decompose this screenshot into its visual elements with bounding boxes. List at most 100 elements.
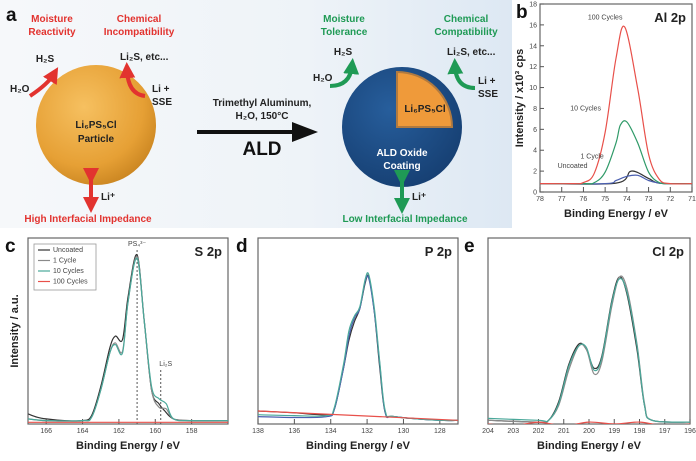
series-line-100-cycles <box>540 25 692 185</box>
coating-line1: ALD Oxide <box>376 148 428 159</box>
panel-label-a: a <box>6 5 17 26</box>
x-tick-label: 136 <box>289 428 301 435</box>
x-tick-label: 199 <box>608 428 620 435</box>
coating-line2: Coating <box>383 161 420 172</box>
x-axis-label: Binding Energy / eV <box>564 208 669 220</box>
x-tick-label: 130 <box>398 428 410 435</box>
x-tick-label: 196 <box>684 428 696 435</box>
plot-frame <box>257 237 459 425</box>
low-impedance-label: Low Interfacial Impedance <box>342 214 467 225</box>
chemical-compatibility-line2: Compatibility <box>434 27 498 38</box>
particle-core-cutaway <box>396 70 454 128</box>
li2s-label-coated: Li₂S, etc... <box>447 47 496 58</box>
li-ion-coated-label: Li⁺ <box>412 192 426 203</box>
x-tick-label: 197 <box>659 428 671 435</box>
li-sse-coated-line1: Li + <box>478 76 496 87</box>
particle-label: Particle <box>78 134 115 145</box>
legend-entry: 100 Cycles <box>53 279 88 286</box>
x-tick-label: 203 <box>507 428 519 435</box>
high-impedance-label: High Interfacial Impedance <box>24 214 152 225</box>
y-tick-label: 0 <box>533 190 537 197</box>
y-tick-label: 18 <box>529 2 537 9</box>
y-tick-label: 14 <box>529 43 537 50</box>
x-tick-label: 158 <box>186 428 198 435</box>
moisture-reactivity-line2: Reactivity <box>28 27 76 38</box>
chart-title: P 2p <box>425 244 452 259</box>
panel-label-d: d <box>236 236 248 257</box>
annotation-label: PS₄³⁻ <box>128 241 147 248</box>
y-tick-label: 8 <box>533 106 537 113</box>
li-ion-label: Li⁺ <box>101 192 115 203</box>
chart-d: d P 2p 138 136 134 132 130 128 Binding Energy / … <box>236 236 459 452</box>
panel-a-schematic: a Moisture Reactivity Chemical Incompati… <box>0 0 512 228</box>
y-tick-label: 6 <box>533 127 537 134</box>
sse-reaction-arrow-icon <box>119 62 146 98</box>
series-line-10-cycles <box>540 120 692 185</box>
x-tick-label: 198 <box>634 428 646 435</box>
li-sse-line2: SSE <box>152 97 172 108</box>
x-tick-label: 162 <box>113 428 125 435</box>
chart-c: c S 2p 166 164 162 160 158 Binding Energy / eV I… <box>5 236 229 452</box>
moisture-tolerance-line2: Tolerance <box>321 27 368 38</box>
chart-title: Al 2p <box>654 10 686 25</box>
chart-title: S 2p <box>195 244 223 259</box>
panel-label-c: c <box>5 236 16 257</box>
x-tick-label: 201 <box>558 428 570 435</box>
h2s-label: H₂S <box>36 54 55 65</box>
chemical-incompatibility-line2: Incompatibility <box>104 27 175 38</box>
x-tick-label: 128 <box>434 428 446 435</box>
core-formula: Li₆PS₅Cl <box>404 104 446 115</box>
legend: Uncoated 1 Cycle 10 Cycles 100 Cycles <box>33 243 97 291</box>
x-tick-label: 164 <box>77 428 89 435</box>
chart-b: b Al 2p 78 77 76 75 74 73 72 71 0 2 4 6 8 10 12 14 16 18 Bin… <box>514 2 696 221</box>
h2s-label-coated: H₂S <box>334 47 353 58</box>
y-tick-label: 4 <box>533 148 537 155</box>
x-tick-label: 200 <box>583 428 595 435</box>
h2o-label: H₂O <box>10 84 30 95</box>
panel-label-b: b <box>516 2 528 23</box>
y-axis-label: Intensity / x10³ cps <box>514 49 526 147</box>
legend-box <box>33 243 97 291</box>
x-tick-label: 71 <box>688 196 696 203</box>
legend-entry: 10 Cycles <box>53 268 84 275</box>
x-tick-label: 76 <box>580 196 588 203</box>
ald-label: ALD <box>242 139 281 160</box>
li-sse-coated-line2: SSE <box>478 89 498 100</box>
series-line-10-cycles <box>28 257 228 422</box>
x-axis-label: Binding Energy / eV <box>537 440 642 452</box>
x-tick-label: 202 <box>533 428 545 435</box>
y-tick-label: 12 <box>529 64 537 71</box>
y-tick-label: 2 <box>533 169 537 176</box>
series-label: 100 Cycles <box>588 15 623 22</box>
x-tick-label: 72 <box>666 196 674 203</box>
chemical-incompatibility-line1: Chemical <box>117 14 162 25</box>
series-label: 10 Cycles <box>570 106 601 113</box>
ald-conditions-line1: Trimethyl Aluminum, <box>213 98 312 109</box>
x-tick-label: 138 <box>252 428 264 435</box>
ald-arrow-icon <box>292 122 318 142</box>
x-tick-label: 132 <box>361 428 373 435</box>
x-tick-label: 166 <box>40 428 52 435</box>
x-tick-label: 134 <box>325 428 337 435</box>
y-tick-label: 10 <box>529 85 537 92</box>
h2o-reaction-arrow-icon <box>28 67 59 98</box>
moisture-tolerance-line1: Moisture <box>323 14 365 25</box>
particle-formula: Li₆PS₅Cl <box>75 120 117 131</box>
sse-blocked-arrow-icon <box>447 58 476 90</box>
plot-frame <box>539 3 693 193</box>
chemical-compatibility-line1: Chemical <box>444 14 489 25</box>
x-tick-label: 204 <box>482 428 494 435</box>
x-tick-label: 160 <box>149 428 161 435</box>
ald-conditions-line2: H₂O, 150°C <box>236 111 289 122</box>
chart-title: Cl 2p <box>652 244 684 259</box>
moisture-reactivity-line1: Moisture <box>31 14 73 25</box>
x-tick-label: 78 <box>536 196 544 203</box>
series-label: 1 Cycle <box>580 154 603 161</box>
x-axis-label: Binding Energy / eV <box>76 440 181 452</box>
series-line-10-cycles <box>488 277 690 423</box>
x-tick-label: 75 <box>601 196 609 203</box>
chart-e: e Cl 2p 204 203 202 201 200 199 198 197 196 Binding… <box>464 236 696 452</box>
x-tick-label: 77 <box>558 196 566 203</box>
legend-entry: 1 Cycle <box>53 258 76 265</box>
